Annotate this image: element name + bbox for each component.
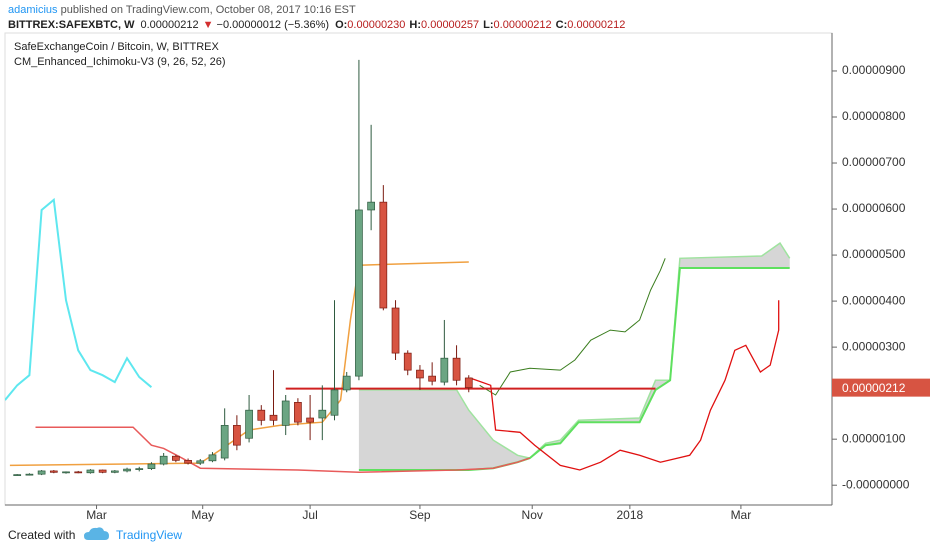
c-value: 0.00000212 [567, 19, 625, 31]
footer-brand[interactable]: TradingView [116, 528, 182, 542]
y-tick-label: 0.00000300 [842, 339, 906, 353]
logo [84, 527, 109, 540]
candle-body [294, 402, 302, 423]
candle-body [367, 201, 375, 211]
candle-body [342, 375, 351, 391]
candle-body [184, 460, 192, 464]
footer-created: Created with [8, 528, 75, 542]
candle-body [306, 417, 314, 423]
candle-body [403, 352, 412, 371]
candle-body [159, 455, 168, 465]
candle-body [464, 377, 473, 388]
candle-body [86, 469, 95, 474]
y-tick-label: -0.00000000 [842, 477, 910, 491]
x-tick-label: Sep [409, 508, 431, 522]
y-tick-label: 0.00000700 [842, 155, 906, 169]
candle-body [416, 369, 424, 379]
candle-body [233, 425, 241, 446]
x-tick-label: Jul [302, 508, 317, 522]
c-label: C: [556, 19, 568, 31]
candle-body [379, 201, 388, 309]
candle-body [391, 307, 400, 354]
cloud-fill [358, 243, 790, 470]
candle-body [135, 468, 144, 470]
y-tick-label: 0.00000800 [842, 109, 906, 123]
x-tick-label: May [191, 508, 214, 522]
candle-body [257, 409, 266, 421]
indicator-line [5, 197, 153, 401]
y-tick-label: 0.00000100 [842, 431, 906, 445]
plot [5, 59, 791, 477]
y-tick-label: 0.00000400 [842, 293, 906, 307]
candle-body [220, 425, 229, 459]
candle-body [269, 414, 278, 421]
candle-body [98, 469, 107, 473]
arrow: ▼ [203, 19, 214, 31]
candle-body [330, 389, 339, 416]
chart-title: SafeExchangeCoin / Bitcoin, W, BITTREX [14, 41, 219, 53]
author[interactable]: adamicius [8, 4, 58, 16]
candle-body [281, 400, 290, 426]
candle-body [428, 375, 436, 382]
o-label: O: [335, 19, 347, 31]
y-tick-label: 0.00000900 [842, 63, 906, 77]
candle-body [49, 470, 58, 473]
indicator-line [469, 300, 780, 471]
candle-body [318, 409, 327, 419]
indicator-label: CM_Enhanced_Ichimoku-V3 (9, 26, 52, 26) [14, 56, 226, 68]
candle-body [62, 471, 70, 474]
y-tick-label: 0.00000500 [842, 247, 906, 261]
candle-body [245, 409, 253, 439]
x-tick-label: Mar [86, 508, 107, 522]
price-tag [832, 378, 930, 397]
candle-body [123, 468, 131, 472]
price-tag-label: 0.00000212 [842, 381, 906, 395]
candle-body [110, 470, 119, 473]
candle-body [37, 470, 46, 475]
candle-body [147, 463, 156, 469]
candle-body [440, 357, 449, 383]
h-value: 0.00000257 [421, 19, 479, 31]
published: published on TradingView.com, October 08… [58, 4, 356, 16]
x-tick-label: Mar [731, 508, 752, 522]
y-tick-label: 0.00000600 [842, 201, 906, 215]
indicator-line [479, 258, 666, 396]
candle-body [25, 473, 34, 476]
header-line2: BITTREX:SAFEXBTC, W 0.00000212 ▼ −0.0000001… [8, 19, 625, 31]
header-line1: adamicius published on TradingView.com, … [8, 4, 356, 16]
price: 0.00000212 [141, 19, 199, 31]
candle-body [13, 474, 22, 476]
l-value: 0.00000212 [494, 19, 552, 31]
x-tick-label: 2018 [617, 508, 644, 522]
symbol: BITTREX:SAFEXBTC, W [8, 19, 135, 31]
candle-body [208, 454, 217, 462]
candle-body [452, 357, 461, 381]
indicator-line [35, 426, 531, 474]
h-label: H: [409, 19, 421, 31]
candle-body [196, 460, 205, 464]
change: −0.00000012 (−5.36%) [217, 19, 330, 31]
candle-body [74, 471, 83, 474]
cloud-upper [358, 242, 791, 459]
x-tick-label: Nov [522, 508, 543, 522]
candle-body [355, 209, 363, 377]
o-value: 0.00000230 [347, 19, 405, 31]
candle-body [172, 455, 180, 461]
l-label: L: [483, 19, 493, 31]
